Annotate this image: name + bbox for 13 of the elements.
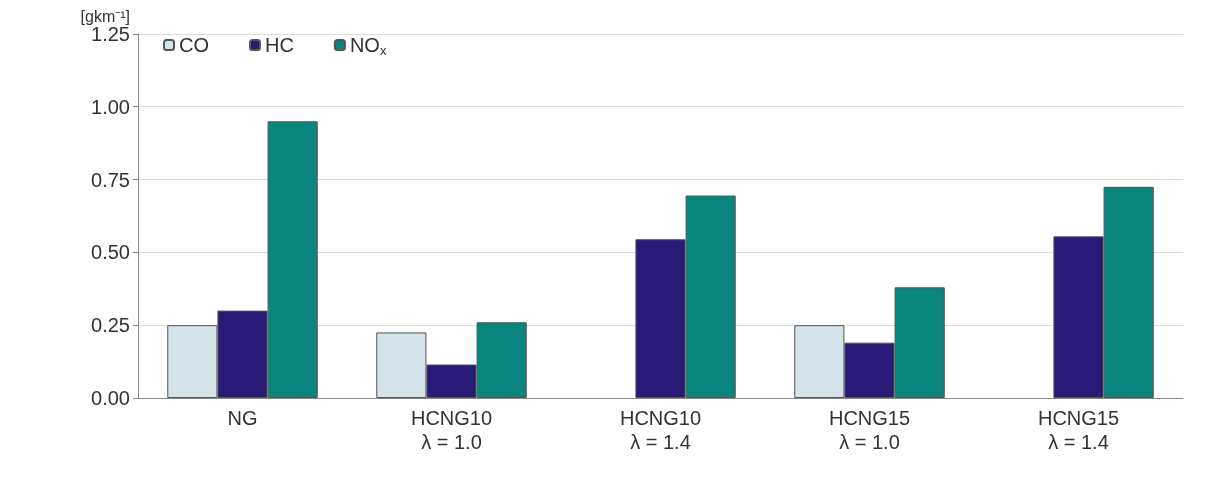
y-axis-title: [gkm⁻¹] xyxy=(80,7,130,25)
x-tick-label: HCNG15 λ = 1.4 xyxy=(1037,407,1120,453)
y-tick-label: 0.75 xyxy=(91,168,130,191)
y-tick-label: 0.50 xyxy=(91,241,130,264)
y-tick-label: 1.00 xyxy=(91,95,130,118)
y-tick-label: 0.00 xyxy=(91,387,130,409)
legend-label: CO xyxy=(179,34,209,56)
x-tick-label: NG xyxy=(227,407,258,429)
x-tick-label: HCNG15 λ = 1.0 xyxy=(828,407,911,453)
legend-label: HC xyxy=(265,34,294,56)
x-tick-label: HCNG10 λ = 1.0 xyxy=(410,407,493,453)
y-tick-label: 0.25 xyxy=(91,314,130,337)
x-tick-label: HCNG10 λ = 1.4 xyxy=(619,407,702,453)
